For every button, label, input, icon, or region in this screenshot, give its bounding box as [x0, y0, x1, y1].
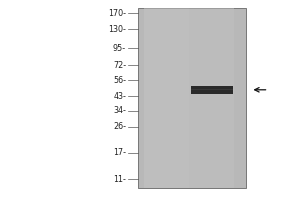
Bar: [190, 89, 232, 90]
Text: 170-: 170-: [108, 9, 126, 18]
Text: 43-: 43-: [113, 92, 126, 101]
Text: 56-: 56-: [113, 76, 126, 85]
Text: 72-: 72-: [113, 61, 126, 70]
Text: 1: 1: [163, 0, 170, 1]
Text: 130-: 130-: [108, 25, 126, 34]
Text: 17-: 17-: [113, 148, 126, 157]
Bar: [190, 86, 232, 94]
Text: 26-: 26-: [113, 122, 126, 131]
Text: kDa: kDa: [90, 0, 108, 1]
Text: 34-: 34-: [113, 106, 126, 115]
Text: 95-: 95-: [113, 44, 126, 53]
Text: 11-: 11-: [113, 175, 126, 184]
Text: 2: 2: [208, 0, 215, 1]
